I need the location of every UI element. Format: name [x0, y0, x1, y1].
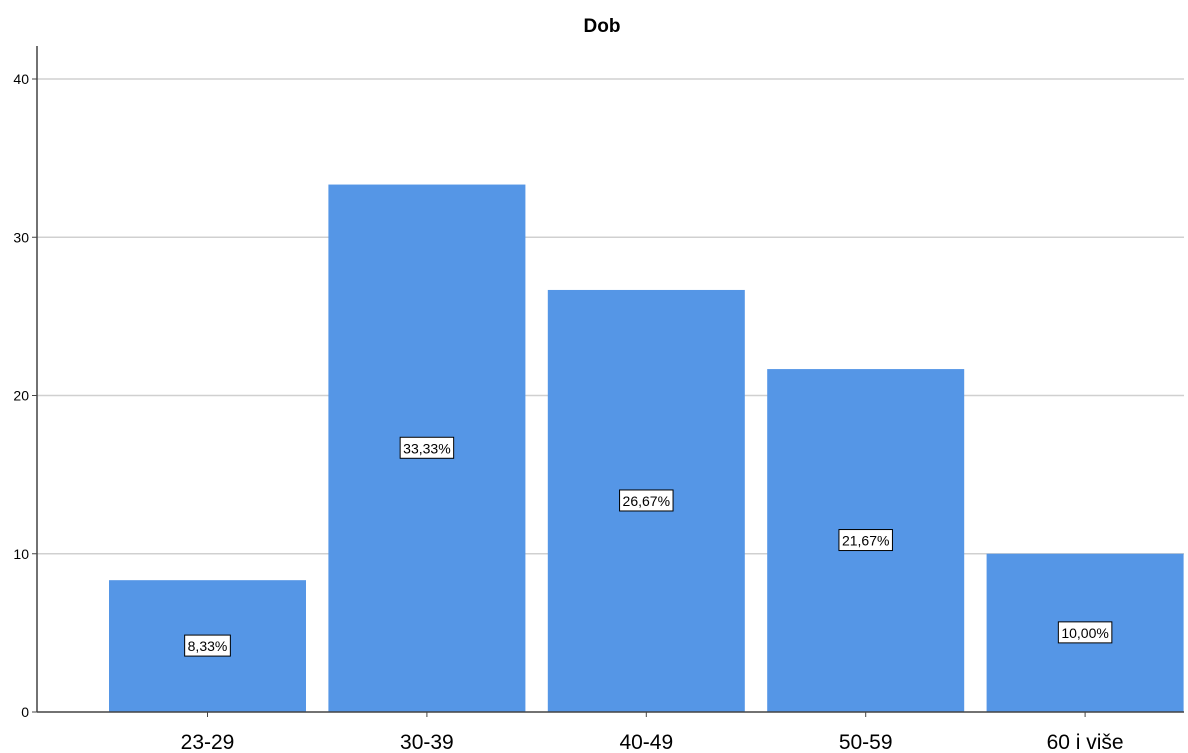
x-tick-label: 30-39	[400, 731, 454, 753]
axes	[36, 46, 1184, 713]
y-tick-label: 10	[13, 546, 29, 562]
data-label-box	[1057, 621, 1113, 644]
data-label-box	[619, 489, 674, 512]
x-tick-label: 60 i više	[1047, 731, 1124, 753]
x-tick-label: 23-29	[181, 731, 235, 753]
data-label-text: 8,33%	[188, 638, 228, 654]
y-tick-label: 20	[13, 388, 29, 404]
data-label: 26,67%	[619, 489, 674, 512]
data-label: 21,67%	[838, 529, 893, 552]
data-label-text: 33,33%	[403, 440, 450, 456]
y-axis-ticks: 0 10 20 30 40	[13, 71, 37, 720]
x-tick-label: 40-49	[619, 731, 673, 753]
y-tick-label: 30	[13, 229, 29, 245]
x-tick-label: 50-59	[839, 731, 893, 753]
y-tick-label: 40	[13, 71, 29, 87]
data-label: 8,33%	[184, 634, 231, 657]
data-label-text: 26,67%	[623, 493, 670, 509]
data-label-box	[184, 634, 231, 657]
chart-title: Dob	[584, 16, 621, 37]
data-label-box	[838, 529, 893, 552]
y-tick-label: 0	[21, 704, 29, 720]
data-label-box	[399, 436, 455, 459]
data-label: 10,00%	[1057, 621, 1113, 644]
bars	[109, 184, 1184, 713]
data-label: 33,33%	[399, 436, 455, 459]
data-labels: 8,33% 33,33% 26,67% 21,67% 10,00%	[184, 436, 1113, 657]
data-label-text: 21,67%	[842, 533, 889, 549]
x-axis-ticks: 23-29 30-39 40-49 50-59 60 i više	[181, 712, 1124, 753]
data-label-text: 10,00%	[1061, 625, 1108, 641]
